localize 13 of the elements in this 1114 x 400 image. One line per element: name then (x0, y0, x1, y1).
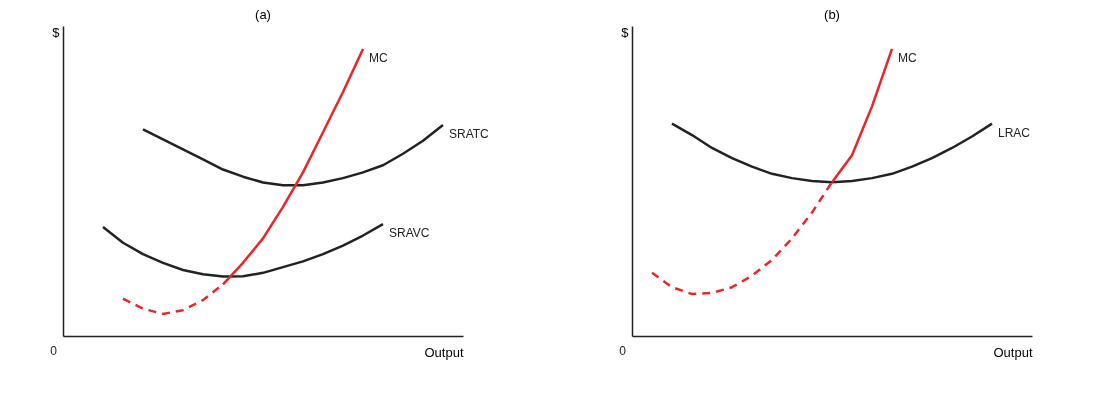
x-axis-title: Output (424, 344, 464, 360)
text: 0 (619, 344, 627, 358)
text: 0 (50, 344, 58, 358)
chart-title: (b) (824, 7, 840, 22)
series-label: SRAVC (389, 226, 430, 241)
y-axis-title: $ (52, 24, 61, 40)
series-label: MC (369, 50, 388, 65)
series-label: MC (898, 50, 917, 65)
chart-title: (a) (255, 7, 271, 22)
series-label: LRAC (998, 125, 1031, 140)
series-label: SRATC (449, 127, 490, 142)
y-axis-title: $ (621, 24, 630, 40)
x-axis-title: Output (993, 344, 1033, 360)
